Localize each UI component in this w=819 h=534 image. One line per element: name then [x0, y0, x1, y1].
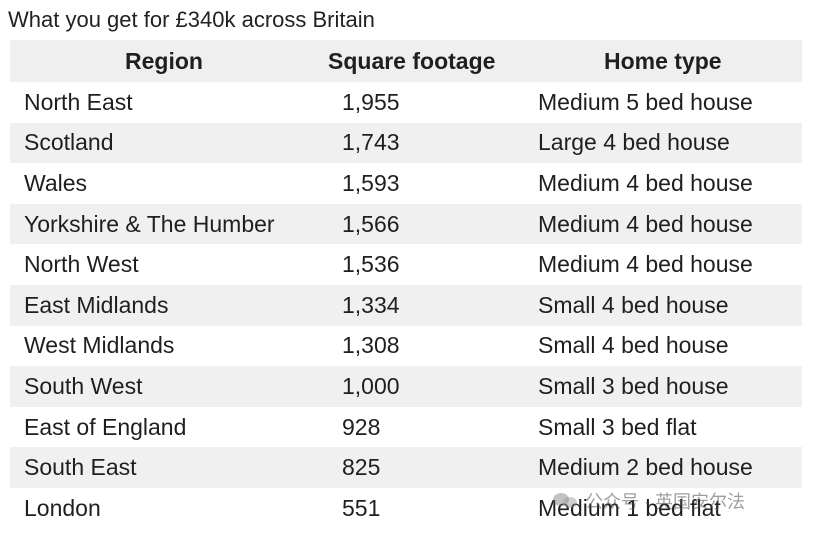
cell-home-type: Medium 1 bed flat	[538, 494, 721, 521]
cell-home-type: Medium 4 bed house	[538, 169, 753, 196]
cell-square-footage: 928	[342, 413, 381, 440]
watermark-text: 公众号 · 英国安尔法	[585, 492, 745, 512]
cell-region: Scotland	[24, 129, 114, 156]
cell-region: North East	[24, 88, 133, 115]
cell-region: Wales	[24, 169, 88, 196]
cell-region: West Midlands	[24, 332, 175, 359]
table-row: London 551 Medium 1 bed flat	[10, 488, 802, 529]
cell-home-type: Medium 4 bed house	[538, 210, 753, 237]
cell-square-footage: 1,334	[342, 291, 400, 318]
cell-home-type: Medium 5 bed house	[538, 88, 753, 115]
cell-region: North West	[24, 251, 139, 278]
cell-region: Yorkshire & The Humber	[24, 210, 275, 237]
table-header-row: Region Square footage Home type	[10, 40, 802, 82]
cell-home-type: Small 3 bed house	[538, 372, 729, 399]
cell-home-type: Large 4 bed house	[538, 129, 730, 156]
table-row: South West 1,000 Small 3 bed house	[10, 366, 802, 407]
watermark: 公众号 · 英国安尔法	[553, 488, 745, 514]
cell-square-footage: 1,000	[342, 372, 400, 399]
cell-square-footage: 551	[342, 494, 381, 521]
cell-square-footage: 1,593	[342, 169, 400, 196]
header-square-footage: Square footage	[328, 47, 496, 74]
header-region: Region	[125, 47, 203, 74]
cell-square-footage: 825	[342, 454, 381, 481]
table-row: Yorkshire & The Humber 1,566 Medium 4 bed …	[10, 203, 802, 245]
cell-region: East of England	[24, 413, 187, 440]
cell-home-type: Small 4 bed house	[538, 291, 729, 318]
data-table: Region Square footage Home type North Ea…	[10, 40, 802, 529]
cell-square-footage: 1,308	[342, 332, 400, 359]
cell-square-footage: 1,955	[342, 88, 400, 115]
chart-title: What you get for £340k across Britain	[8, 7, 375, 32]
table-row: North West 1,536 Medium 4 bed house	[10, 244, 802, 285]
table-row: North East 1,955 Medium 5 bed house	[10, 82, 802, 123]
cell-region: London	[24, 494, 101, 521]
cell-region: East Midlands	[24, 291, 169, 318]
cell-home-type: Medium 4 bed house	[538, 251, 753, 278]
table-row: East of England 928 Small 3 bed flat	[10, 407, 802, 448]
table-body: North East 1,955 Medium 5 bed house Scotlan…	[10, 82, 802, 529]
table-row: South East 825 Medium 2 bed house	[10, 447, 802, 488]
table-row: Wales 1,593 Medium 4 bed house	[10, 163, 802, 204]
cell-region: South West	[24, 372, 143, 399]
cell-square-footage: 1,536	[342, 251, 400, 278]
table-row: East Midlands 1,334 Small 4 bed house	[10, 284, 802, 326]
cell-home-type: Small 4 bed house	[538, 332, 729, 359]
cell-region: South East	[24, 454, 137, 481]
cell-home-type: Medium 2 bed house	[538, 454, 753, 481]
cell-square-footage: 1,743	[342, 129, 400, 156]
header-home-type: Home type	[604, 47, 722, 74]
cell-home-type: Small 3 bed flat	[538, 413, 697, 440]
table-row: West Midlands 1,308 Small 4 bed house	[10, 326, 802, 367]
wechat-icon	[553, 491, 579, 511]
cell-square-footage: 1,566	[342, 210, 400, 237]
table-row: Scotland 1,743 Large 4 bed house	[10, 122, 802, 164]
